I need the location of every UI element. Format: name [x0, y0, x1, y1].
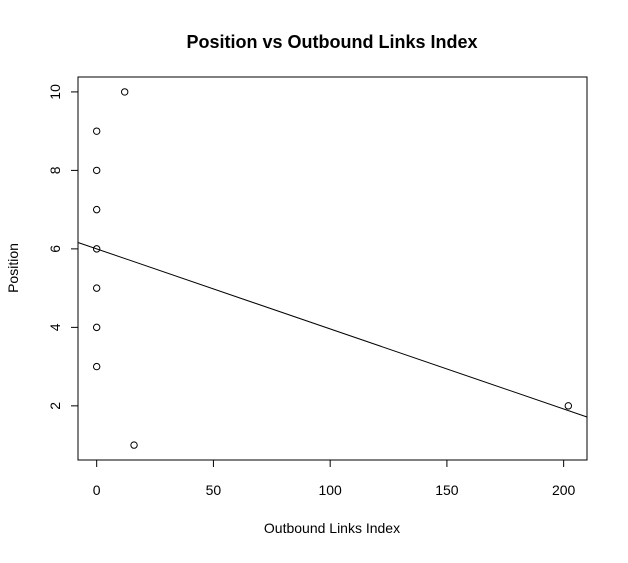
data-point	[92, 284, 101, 292]
data-point	[564, 402, 573, 410]
points-layer	[92, 88, 573, 449]
data-point	[130, 441, 138, 449]
data-point	[92, 245, 101, 253]
y-axis-label: Position	[5, 243, 21, 293]
data-point	[92, 205, 101, 214]
y-tick-label: 10	[47, 84, 63, 100]
y-tick-label: 4	[47, 323, 63, 331]
x-axis-label: Outbound Links Index	[264, 520, 400, 536]
y-tick-label: 2	[47, 402, 63, 410]
data-point	[92, 166, 101, 175]
data-point	[120, 88, 129, 96]
y-axis: 2 4 6 8 10	[47, 84, 79, 410]
y-tick-label: 6	[47, 245, 63, 253]
x-axis: 0 50 100 150 200	[93, 459, 576, 498]
data-point	[92, 323, 101, 332]
regression-line	[77, 242, 588, 418]
y-tick-label: 8	[47, 166, 63, 174]
x-tick-label: 150	[435, 482, 459, 498]
chart-title: Position vs Outbound Links Index	[186, 32, 477, 52]
x-tick-label: 50	[206, 482, 222, 498]
data-point	[92, 127, 101, 135]
x-tick-label: 200	[552, 482, 576, 498]
plot-area	[77, 76, 588, 461]
trend-layer	[77, 242, 588, 418]
data-point	[92, 362, 101, 371]
x-tick-label: 0	[93, 482, 101, 498]
x-tick-label: 100	[318, 482, 342, 498]
